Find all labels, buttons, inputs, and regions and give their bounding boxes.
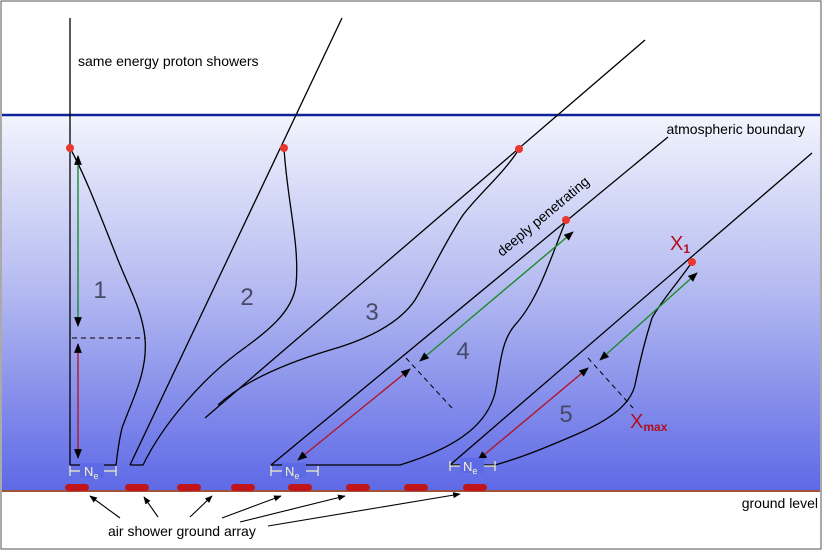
shower-5-xmax-line	[587, 357, 634, 409]
ne-indicator-4: Ne	[270, 463, 319, 481]
detector	[231, 484, 255, 491]
ne-sub-4: e	[294, 471, 299, 481]
shower-4-xmax-line	[405, 357, 453, 409]
shower-3-axis	[204, 39, 646, 419]
shower-2	[129, 17, 343, 466]
ground-array	[65, 484, 487, 491]
svg-text:Ne: Ne	[463, 459, 477, 476]
xmax-subscript: max	[643, 420, 667, 434]
shower-5-interaction-point	[688, 258, 696, 266]
shower-5	[449, 152, 813, 466]
shower-4-label: 4	[456, 338, 469, 365]
shower-3	[204, 39, 646, 419]
svg-text:X1: X1	[670, 233, 690, 256]
ne-sub-1: e	[93, 471, 98, 481]
ne-label-4: N	[285, 464, 294, 479]
shower-4-interaction-point	[562, 216, 570, 224]
ne-indicator-5: Ne	[449, 458, 496, 476]
x1-subscript: 1	[683, 242, 690, 256]
shower-1-label: 1	[93, 277, 106, 304]
detector	[463, 484, 487, 491]
svg-text:Ne: Ne	[84, 464, 98, 481]
shower-4-green-arrow	[419, 231, 574, 362]
detector	[404, 484, 428, 491]
diagram-title: same energy proton showers	[78, 53, 259, 69]
detector	[177, 484, 201, 491]
shower-1-interaction-point	[66, 144, 74, 152]
ne-sub-5: e	[472, 466, 477, 476]
shower-1-profile	[69, 147, 147, 466]
detector	[346, 484, 370, 491]
shower-4	[270, 136, 669, 466]
svg-text:Xmax: Xmax	[630, 411, 668, 434]
detector	[125, 484, 149, 491]
ne-indicator-1: Ne	[69, 463, 117, 481]
ne-label-5: N	[463, 459, 472, 474]
ground-array-pointers	[89, 492, 461, 527]
ground-array-label: air shower ground array	[108, 523, 256, 539]
detector	[288, 484, 312, 491]
shower-2-label: 2	[240, 284, 253, 311]
shower-2-interaction-point	[280, 144, 288, 152]
svg-text:Ne: Ne	[285, 464, 299, 481]
ne-label-1: N	[84, 464, 93, 479]
xmax-label: X	[630, 411, 643, 433]
ground-level-label: ground level	[742, 495, 818, 511]
shower-5-red-arrow	[477, 367, 589, 461]
shower-3-profile	[217, 148, 520, 406]
shower-3-interaction-point	[515, 145, 523, 153]
detector	[65, 484, 89, 491]
shower-2-profile	[130, 147, 298, 466]
shower-4-red-arrow	[297, 368, 411, 461]
shower-1	[66, 18, 147, 466]
shower-5-label: 5	[559, 401, 572, 428]
atmospheric-boundary-label: atmospheric boundary	[666, 121, 805, 137]
shower-5-green-arrow	[599, 272, 698, 361]
x1-label: X	[670, 233, 683, 255]
atmosphere-region	[2, 115, 820, 491]
shower-2-axis	[129, 17, 343, 466]
shower-3-label: 3	[365, 299, 378, 326]
